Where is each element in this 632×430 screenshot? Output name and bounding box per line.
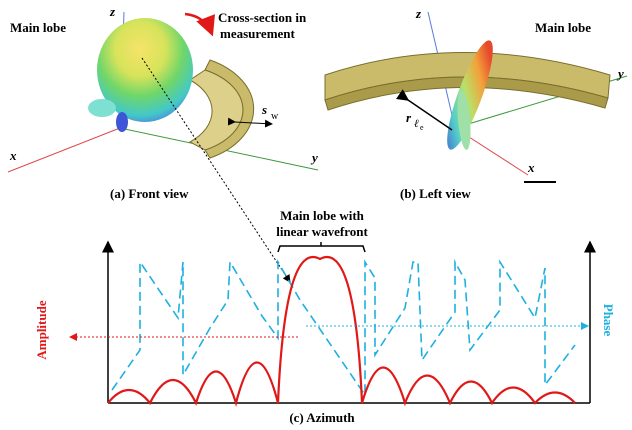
subscript: ℓ <box>414 118 419 130</box>
label: Main lobe <box>10 20 66 35</box>
main-lobe-bracket <box>278 242 365 252</box>
phase-curve <box>112 262 575 395</box>
side-lobe-shape <box>88 99 116 117</box>
symbol: r <box>406 110 412 125</box>
axis-label: y <box>616 66 624 81</box>
axis-label: x <box>9 148 17 163</box>
label: Cross-section in <box>218 10 307 25</box>
axis-label: z <box>109 4 116 19</box>
left-view: Main lobe z y x r ℓ e (b) Left view <box>325 6 627 201</box>
label: Main lobe with <box>280 208 365 223</box>
axis-label: z <box>415 6 422 21</box>
page: Main lobe Cross-section in measurement z… <box>0 0 632 430</box>
label: measurement <box>220 26 296 41</box>
label: Main lobe <box>535 20 591 35</box>
axis-label: y <box>310 150 318 165</box>
rotation-arrow <box>185 14 212 34</box>
subscript: e <box>420 123 424 132</box>
azimuth-plot: Main lobe with linear wavefront Amplitud… <box>34 208 616 425</box>
caption: (b) Left view <box>400 186 471 201</box>
subscript: w <box>271 111 279 122</box>
figure: Main lobe Cross-section in measurement z… <box>0 0 632 430</box>
lobe-base <box>116 112 128 132</box>
front-view: Main lobe Cross-section in measurement z… <box>8 4 318 201</box>
amplitude-curve <box>108 257 575 403</box>
axis-title: Phase <box>601 304 616 337</box>
caption: (c) Azimuth <box>289 410 355 425</box>
symbol: s <box>261 102 267 117</box>
axis-label: x <box>527 160 535 175</box>
x-axis <box>8 128 120 172</box>
caption: (a) Front view <box>110 186 189 201</box>
label: linear wavefront <box>276 224 368 239</box>
axis-title: Amplitude <box>34 300 49 359</box>
